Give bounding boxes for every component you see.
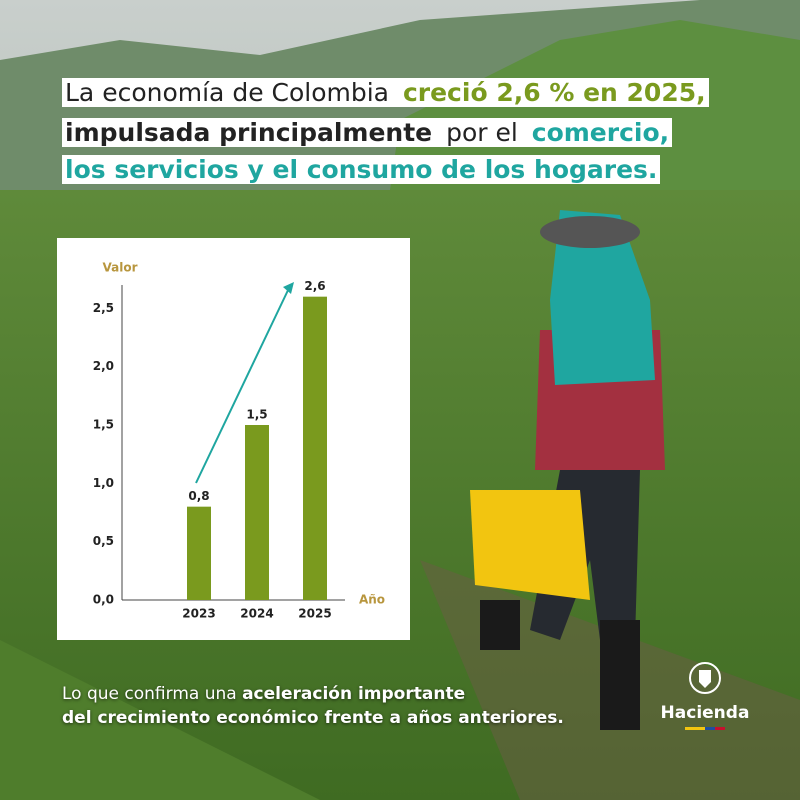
logo-flag (685, 727, 725, 730)
text-segment: comercio, (528, 118, 673, 147)
y-tick-label: 1,0 (93, 476, 114, 490)
text-segment: Lo que confirma una (62, 684, 243, 704)
value-label: 2,6 (304, 279, 325, 293)
trend-arrowhead (283, 282, 294, 294)
footer-line: del crecimiento económico frente a años … (62, 707, 564, 729)
text-segment: aceleración importante (242, 684, 466, 704)
value-label: 1,5 (246, 408, 267, 422)
bar (187, 506, 211, 600)
bar (303, 296, 327, 600)
x-tick-label: 2023 (182, 607, 215, 621)
text-segment: creció 2,6 % en 2025, (399, 78, 709, 107)
value-label: 0,8 (188, 489, 209, 503)
x-axis-label: Año (359, 593, 385, 607)
y-tick-label: 0,5 (93, 534, 114, 548)
footer-line: Lo que confirma una aceleración importan… (62, 683, 465, 705)
y-tick-label: 2,5 (93, 301, 114, 315)
headline-line: los servicios y el consumo de los hogare… (62, 153, 661, 187)
logo: Hacienda (650, 658, 760, 730)
text-segment: La economía de Colombia (62, 78, 400, 107)
y-tick-label: 1,5 (93, 418, 114, 432)
x-tick-label: 2025 (298, 607, 331, 621)
text-segment: por el (435, 118, 529, 147)
logo-crest (689, 662, 721, 694)
text-segment: impulsada principalmente (62, 118, 436, 147)
logo-text: Hacienda (660, 703, 750, 723)
y-tick-label: 0,0 (93, 593, 114, 607)
trend-arrow (195, 285, 291, 484)
worker (470, 210, 665, 730)
y-tick-label: 2,0 (93, 359, 114, 373)
headline-line: impulsada principalmente por el comercio… (62, 116, 673, 150)
y-axis-label: Valor (102, 261, 137, 275)
bar (245, 425, 269, 600)
chart-panel (57, 238, 410, 640)
headline-line: La economía de Colombia creció 2,6 % en … (62, 76, 709, 110)
x-tick-label: 2024 (240, 607, 273, 621)
text-segment: del crecimiento económico frente a años … (62, 708, 564, 728)
text-segment: los servicios y el consumo de los hogare… (62, 155, 661, 184)
